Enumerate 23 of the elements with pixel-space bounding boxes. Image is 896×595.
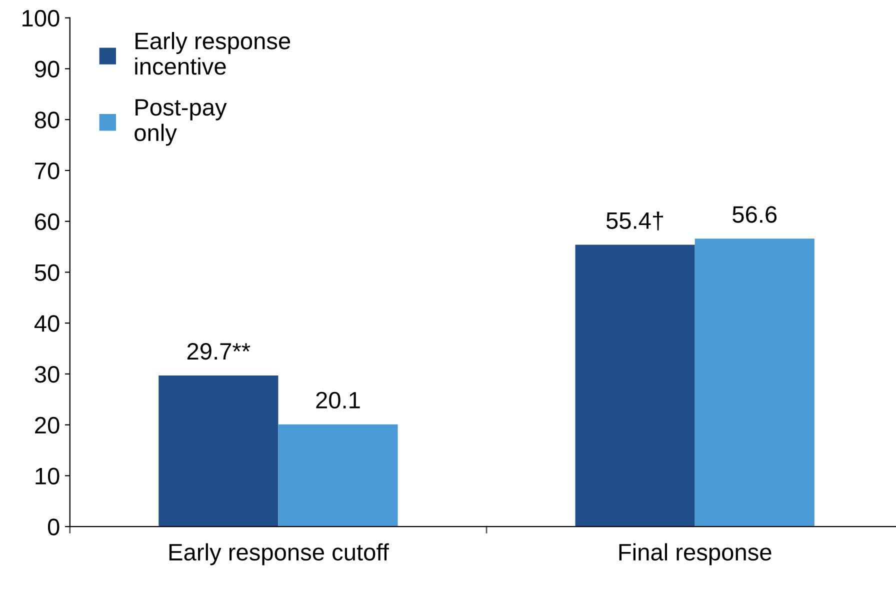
data-label: 29.7** xyxy=(187,342,250,360)
y-tick-label: 70 xyxy=(35,162,60,180)
data-label: 56.6 xyxy=(732,206,777,223)
y-tick-label: 80 xyxy=(34,112,60,128)
y-tick-label: 60 xyxy=(35,213,60,230)
bar xyxy=(694,238,814,527)
legend-label: Early response incentive xyxy=(135,32,290,75)
y-tick-label: 50 xyxy=(34,264,60,281)
data-label: 55.4† xyxy=(606,212,664,230)
y-tick-label: 0 xyxy=(48,518,60,536)
y-tick-label: 10 xyxy=(36,468,60,484)
y-tick-label: 100 xyxy=(22,10,60,27)
x-tick-label: Final response xyxy=(619,543,772,566)
bar xyxy=(278,424,398,527)
y-tick-label: 30 xyxy=(34,366,60,383)
bar xyxy=(158,375,278,527)
bar xyxy=(575,244,695,527)
x-tick-label: Early response cutoff xyxy=(169,543,389,566)
y-tick-label: 40 xyxy=(34,315,60,332)
y-tick-label: 90 xyxy=(35,60,60,78)
y-tick-label: 20 xyxy=(35,416,60,434)
legend-label: Post-pay only xyxy=(134,99,227,146)
data-label: 20.1 xyxy=(316,392,360,409)
